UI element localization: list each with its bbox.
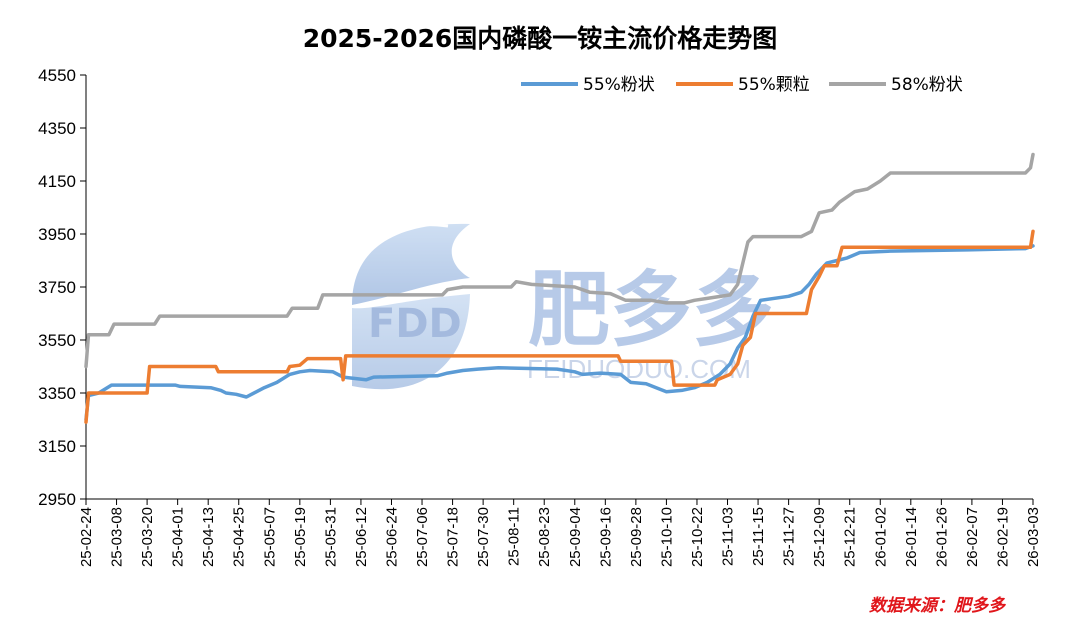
x-tick-label: 25-05-07	[261, 507, 278, 567]
x-tick-label: 25-04-13	[200, 507, 217, 567]
x-tick-label: 25-07-30	[475, 507, 492, 567]
y-tick-label: 4350	[38, 119, 76, 138]
x-tick-label: 25-03-20	[139, 507, 156, 567]
x-tick-label: 25-11-15	[750, 507, 767, 566]
x-tick-label: 25-09-16	[597, 507, 614, 567]
x-tick-label: 25-10-22	[689, 507, 706, 567]
x-tick-label: 26-01-14	[903, 507, 920, 567]
x-tick-label: 25-07-18	[445, 507, 462, 567]
x-tick-label: 25-10-10	[658, 507, 675, 567]
x-tick-label: 25-04-01	[170, 507, 187, 567]
y-tick-label: 3550	[38, 331, 76, 350]
series-line-1	[84, 244, 1035, 422]
x-tick-label: 25-06-24	[383, 507, 400, 567]
x-axis: 25-02-24 25-03-08 25-03-20 25-04-01 25-04-13…	[78, 498, 1042, 567]
y-tick-label: 4150	[38, 172, 76, 191]
x-tick-label: 25-11-27	[781, 507, 798, 566]
series-line-3	[84, 152, 1035, 369]
watermark-logo-icon	[352, 223, 470, 390]
x-tick-label: 25-06-12	[353, 507, 370, 567]
x-tick-label: 26-02-19	[994, 507, 1011, 567]
watermark: FDD 肥多多 FEIDUODUO.COM	[352, 223, 774, 390]
x-tick-label: 25-11-03	[720, 507, 737, 566]
series-lines	[84, 152, 1035, 424]
y-tick-label: 4550	[38, 66, 76, 85]
source-note: 数据来源：肥多多	[869, 596, 1007, 616]
legend-label-2: 55%颗粒	[738, 75, 810, 95]
y-axis: 2950 3150 3350 3550 3750 3950 4150 4350 4550	[38, 66, 87, 509]
x-tick-label: 25-05-19	[292, 507, 309, 567]
x-tick-label: 25-09-04	[567, 507, 584, 567]
legend-label-1: 55%粉状	[583, 75, 655, 95]
x-tick-label: 26-01-26	[933, 507, 950, 567]
x-tick-label: 25-04-25	[231, 507, 248, 567]
x-tick-label: 25-02-24	[78, 507, 95, 567]
y-tick-label: 3950	[38, 225, 76, 244]
x-tick-label: 25-12-21	[842, 507, 859, 567]
x-tick-label: 25-12-09	[811, 507, 828, 567]
x-tick-label: 25-09-28	[628, 507, 645, 567]
watermark-brand: 肥多多	[528, 263, 774, 358]
watermark-logo-text: FDD	[368, 301, 462, 347]
x-tick-label: 26-01-02	[872, 507, 889, 567]
y-tick-label: 3150	[38, 437, 76, 456]
x-tick-label: 25-07-06	[414, 507, 431, 567]
x-tick-label: 25-08-23	[536, 507, 553, 567]
x-tick-label: 25-08-11	[506, 507, 523, 566]
legend: 55%粉状 55%颗粒 58%粉状	[521, 75, 963, 95]
y-tick-label: 2950	[38, 490, 76, 509]
x-tick-label: 25-03-08	[109, 507, 126, 567]
y-tick-label: 3750	[38, 278, 76, 297]
x-tick-label: 26-02-07	[964, 507, 981, 567]
series-line-2	[84, 229, 1035, 424]
y-tick-label: 3350	[38, 384, 76, 403]
x-tick-label: 25-05-31	[322, 507, 339, 567]
chart-title: 2025-2026国内磷酸一铵主流价格走势图	[303, 24, 778, 53]
legend-label-3: 58%粉状	[891, 75, 963, 95]
x-tick-label: 26-03-03	[1025, 507, 1042, 567]
